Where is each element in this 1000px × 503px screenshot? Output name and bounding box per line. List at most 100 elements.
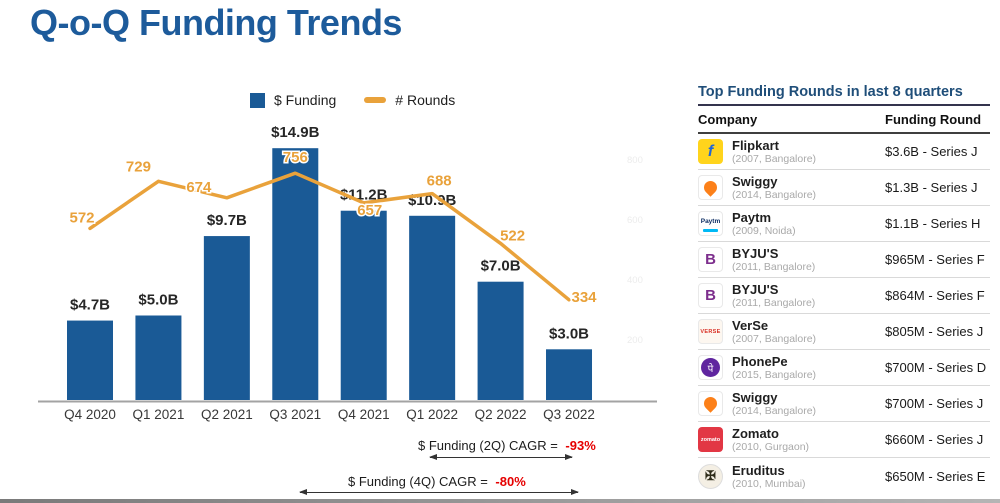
byjus-logo-glyph: B — [705, 251, 716, 268]
swiggy-logo-glyph — [701, 394, 720, 413]
funding-bar-label: $14.9B — [271, 124, 320, 141]
company-details: (2010, Mumbai) — [732, 477, 806, 490]
eruditus-logo-glyph: ✠ — [705, 468, 716, 483]
rounds-line — [88, 171, 571, 302]
paytm-logo-icon: Paytm — [698, 211, 723, 236]
company-details: (2007, Bangalore) — [732, 153, 817, 165]
funding-bar — [477, 281, 524, 400]
table-title: Top Funding Rounds in last 8 quarters — [698, 84, 990, 106]
company-details: (2014, Bangalore) — [732, 189, 817, 201]
cagr-2q-value: -93% — [565, 438, 596, 453]
funding-bar — [340, 210, 387, 400]
company-info: Swiggy (2014, Bangalore) — [732, 174, 816, 201]
x-axis-label: Q1 2022 — [406, 407, 458, 422]
company-details: (2011, Bangalore) — [732, 297, 816, 309]
rounds-point-label: 522 — [500, 227, 525, 244]
funding-bar — [135, 315, 182, 400]
company-info: BYJU'S (2011, Bangalore) — [732, 282, 815, 309]
company-info: PhonePe (2015, Bangalore) — [732, 354, 816, 381]
funding-round-value: $1.3B - Series J — [885, 180, 978, 195]
funding-bar — [409, 215, 456, 400]
company-info: Flipkart (2007, Bangalore) — [732, 138, 816, 165]
company-cell: f Flipkart (2007, Bangalore) — [698, 138, 885, 165]
company-name: PhonePe — [732, 354, 788, 369]
company-info: BYJU'S (2011, Bangalore) — [732, 246, 815, 273]
table-rows: f Flipkart (2007, Bangalore) $3.6B - Series… — [698, 134, 990, 494]
funding-round-value: $965M - Series F — [885, 252, 985, 267]
company-name: Zomato — [732, 426, 779, 441]
swiggy-logo-glyph — [701, 178, 720, 197]
funding-bar — [67, 320, 113, 400]
secondary-axis-tick: 200 — [627, 335, 643, 346]
byjus-logo-icon: B — [698, 283, 723, 308]
funding-bar — [272, 148, 319, 400]
cagr-4q-annotation: $ Funding (4Q) CAGR = -80% — [348, 474, 526, 489]
legend-rounds-label: # Rounds — [395, 92, 456, 108]
company-info: Eruditus (2010, Mumbai) — [732, 463, 806, 490]
swiggy-logo-icon — [698, 175, 723, 200]
company-info: Paytm (2009, Noida) — [732, 210, 796, 237]
table-row: B BYJU'S (2011, Bangalore) $965M - Series F — [698, 242, 990, 278]
company-info: VerSe (2007, Bangalore) — [732, 318, 816, 345]
paytm-logo-glyph: Paytm — [700, 218, 721, 225]
x-axis-label: Q2 2021 — [201, 407, 253, 422]
company-cell: B BYJU'S (2011, Bangalore) — [698, 282, 885, 309]
phonepe-logo-glyph: पे — [701, 358, 720, 377]
secondary-axis-tick: 400 — [627, 275, 643, 286]
legend-funding-label: $ Funding — [274, 92, 337, 108]
phonepe-logo-icon: पे — [698, 355, 723, 380]
swiggy-logo-icon — [698, 391, 723, 416]
company-info: Swiggy (2014, Bangalore) — [732, 390, 816, 417]
company-details: (2010, Gurgaon) — [732, 441, 810, 453]
zomato-logo-icon: zomato — [698, 427, 723, 452]
funding-bar-label: $7.0B — [481, 258, 521, 275]
funding-round-value: $3.6B - Series J — [885, 144, 978, 159]
x-axis-label: Q2 2022 — [475, 407, 527, 422]
company-name: VerSe — [732, 318, 769, 333]
funding-round-value: $700M - Series D — [885, 360, 987, 375]
table-row: f Flipkart (2007, Bangalore) $3.6B - Series… — [698, 134, 990, 170]
x-axis-label: Q4 2021 — [338, 407, 390, 422]
secondary-axis-tick: 800 — [627, 155, 643, 166]
funding-round-value: $1.1B - Series H — [885, 216, 981, 231]
company-name: BYJU'S — [732, 246, 779, 261]
funding-round-value: $660M - Series J — [885, 432, 984, 447]
company-cell: Swiggy (2014, Bangalore) — [698, 390, 885, 417]
table-row: Swiggy (2014, Bangalore) $700M - Series J — [698, 386, 990, 422]
company-details: (2009, Noida) — [732, 225, 796, 237]
rounds-point-label: 729 — [126, 158, 151, 175]
company-details: (2011, Bangalore) — [732, 261, 816, 273]
company-details: (2007, Bangalore) — [732, 333, 817, 345]
column-header-funding-round: Funding Round — [885, 112, 982, 127]
bottom-edge-bar — [0, 499, 1000, 503]
company-name: Paytm — [732, 210, 772, 225]
company-info: Zomato (2010, Gurgaon) — [732, 426, 809, 453]
funding-bar — [546, 349, 593, 400]
company-name: Flipkart — [732, 138, 779, 153]
flipkart-logo-glyph: f — [707, 142, 714, 160]
table-row: zomato Zomato (2010, Gurgaon) $660M - Serie… — [698, 422, 990, 458]
rounds-point-label: 657 — [357, 202, 382, 219]
company-name: Eruditus — [732, 462, 785, 478]
flipkart-logo-icon: f — [698, 139, 723, 164]
rounds-swatch-icon — [364, 97, 387, 103]
funding-round-value: $700M - Series J — [885, 396, 984, 411]
table-row: पे PhonePe (2015, Bangalore) $700M - Series… — [698, 350, 990, 386]
company-name: Swiggy — [732, 390, 778, 405]
funding-bar — [203, 236, 250, 400]
legend-item-funding: $ Funding — [250, 92, 336, 108]
qoq-funding-chart: $ Funding # Rounds 800 600 400 200 $4.7B $5.0… — [35, 90, 665, 425]
secondary-axis-tick: 600 — [627, 215, 643, 226]
company-name: BYJU'S — [732, 282, 779, 297]
company-cell: zomato Zomato (2010, Gurgaon) — [698, 426, 885, 453]
zomato-logo-glyph: zomato — [700, 436, 721, 443]
page-title: Q-o-Q Funding Trends — [30, 2, 402, 43]
column-header-company: Company — [698, 112, 758, 127]
funding-bar-label: $5.0B — [138, 292, 178, 309]
table-row: Paytm Paytm (2009, Noida) $1.1B - Series H — [698, 206, 990, 242]
table-header-row: Company Funding Round — [698, 106, 990, 134]
funding-round-value: $805M - Series J — [885, 324, 984, 339]
table-row: Swiggy (2014, Bangalore) $1.3B - Series J — [698, 170, 990, 206]
chart-legend: $ Funding # Rounds — [250, 92, 455, 108]
funding-swatch-icon — [250, 92, 265, 108]
